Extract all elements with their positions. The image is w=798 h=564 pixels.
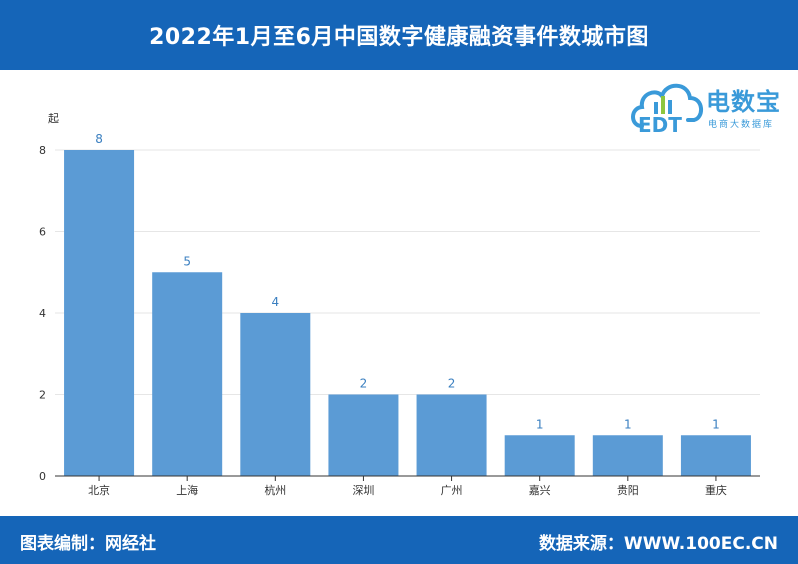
y-axis-label: 起 [48,112,59,125]
bar [592,435,663,476]
x-tick-label: 嘉兴 [529,483,551,497]
bar [328,394,399,476]
data-label: 1 [624,417,632,431]
bar [240,313,311,476]
y-tick-label: 8 [39,144,46,157]
x-tick-label: 广州 [441,484,463,497]
bar [64,150,135,476]
bar [416,394,487,476]
bar [152,272,223,476]
chart-title: 2022年1月至6月中国数字健康融资事件数城市图 [149,25,649,50]
cloud-logo-icon: EDT [631,83,703,137]
y-tick-label: 0 [39,470,46,483]
logo-mark: EDT [638,113,682,136]
x-tick-label: 上海 [176,483,198,497]
bar-chart: 0 2 4 6 8 起 8 北京 5 上海 4 杭州 2 深圳 2 广州 1 嘉兴 1 贵阳 1 重庆 [39,112,760,497]
footer-bar: 图表编制：网经社 数据来源：WWW.100EC.CN [0,516,798,564]
data-label: 2 [448,377,456,391]
footer-credit: 图表编制：网经社 [20,534,156,554]
logo-name: 电数宝 [706,88,781,116]
data-label: 2 [360,377,368,391]
x-tick-label: 杭州 [264,483,286,497]
header-bar: 2022年1月至6月中国数字健康融资事件数城市图 [0,0,798,70]
x-tick-label: 北京 [88,483,110,497]
y-tick-label: 4 [39,307,46,320]
data-label: 8 [95,132,103,146]
bar [504,435,575,476]
footer-source: 数据来源：WWW.100EC.CN [538,534,778,554]
data-label: 1 [536,417,544,431]
data-label: 5 [183,254,191,268]
y-tick-label: 6 [39,226,46,239]
data-label: 4 [271,295,279,309]
y-tick-label: 2 [39,389,46,402]
x-tick-label: 深圳 [352,484,374,497]
logo: EDT 电数宝 电商大数据库 [628,74,793,137]
x-tick-label: 重庆 [705,483,727,497]
bar [680,435,751,476]
data-label: 1 [712,417,720,431]
x-tick-label: 贵阳 [617,484,639,497]
logo-subtitle: 电商大数据库 [708,120,775,130]
